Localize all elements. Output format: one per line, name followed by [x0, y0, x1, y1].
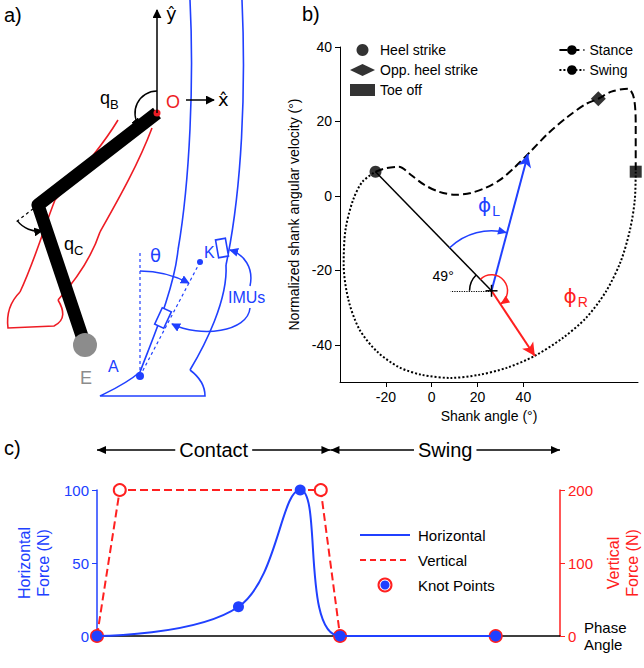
svg-text:Shank angle (°): Shank angle (°): [441, 408, 538, 424]
svg-text:c): c): [4, 437, 21, 459]
svg-text:Stance: Stance: [589, 42, 633, 58]
svg-text:Force (N): Force (N): [624, 529, 641, 597]
svg-text:Vertical: Vertical: [605, 537, 622, 589]
svg-text:a): a): [4, 4, 22, 26]
svg-text:Horizontal: Horizontal: [418, 527, 486, 544]
svg-text:θ: θ: [150, 245, 161, 266]
svg-text:40: 40: [316, 39, 332, 55]
svg-text:R: R: [578, 294, 588, 310]
svg-text:Phase: Phase: [584, 619, 627, 636]
svg-text:A: A: [108, 358, 119, 375]
svg-text:Normalized shank angular veloc: Normalized shank angular velocity (°): [286, 98, 302, 330]
svg-text:ϕ: ϕ: [478, 193, 491, 217]
svg-text:-20: -20: [376, 389, 396, 405]
svg-text:Toe off: Toe off: [380, 82, 422, 98]
svg-text:-40: -40: [312, 337, 332, 353]
svg-text:Opp. heel strike: Opp. heel strike: [380, 62, 478, 78]
svg-text:Horizontal: Horizontal: [16, 527, 33, 599]
svg-text:Vertical: Vertical: [418, 552, 467, 569]
svg-text:Swing: Swing: [589, 62, 627, 78]
svg-text:20: 20: [316, 113, 332, 129]
svg-text:Knot Points: Knot Points: [418, 577, 495, 594]
svg-text:40: 40: [516, 389, 532, 405]
svg-text:ŷ: ŷ: [166, 3, 177, 24]
svg-text:L: L: [492, 203, 500, 219]
svg-text:0: 0: [81, 628, 89, 645]
svg-text:20: 20: [470, 389, 486, 405]
svg-text:b): b): [302, 3, 320, 25]
svg-text:E: E: [80, 368, 92, 388]
svg-text:qB: qB: [100, 88, 119, 112]
svg-text:ϕ: ϕ: [564, 284, 577, 308]
svg-text:Contact: Contact: [179, 439, 248, 461]
svg-text:x̂: x̂: [218, 89, 229, 110]
svg-text:O: O: [166, 92, 180, 112]
svg-text:0: 0: [428, 389, 436, 405]
svg-text:Swing: Swing: [418, 439, 472, 461]
svg-text:0: 0: [568, 628, 576, 645]
svg-text:Heel strike: Heel strike: [380, 42, 446, 58]
svg-text:-20: -20: [312, 262, 332, 278]
svg-text:100: 100: [568, 555, 593, 572]
svg-text:0: 0: [324, 188, 332, 204]
svg-text:Angle: Angle: [584, 636, 622, 653]
svg-text:200: 200: [568, 482, 593, 499]
svg-text:100: 100: [64, 482, 89, 499]
svg-text:IMUs: IMUs: [228, 289, 265, 306]
svg-text:K: K: [204, 244, 215, 261]
svg-text:50: 50: [72, 555, 89, 572]
svg-text:Force (N): Force (N): [35, 529, 52, 597]
svg-text:qC: qC: [64, 234, 83, 258]
svg-text:49°: 49°: [433, 268, 454, 284]
